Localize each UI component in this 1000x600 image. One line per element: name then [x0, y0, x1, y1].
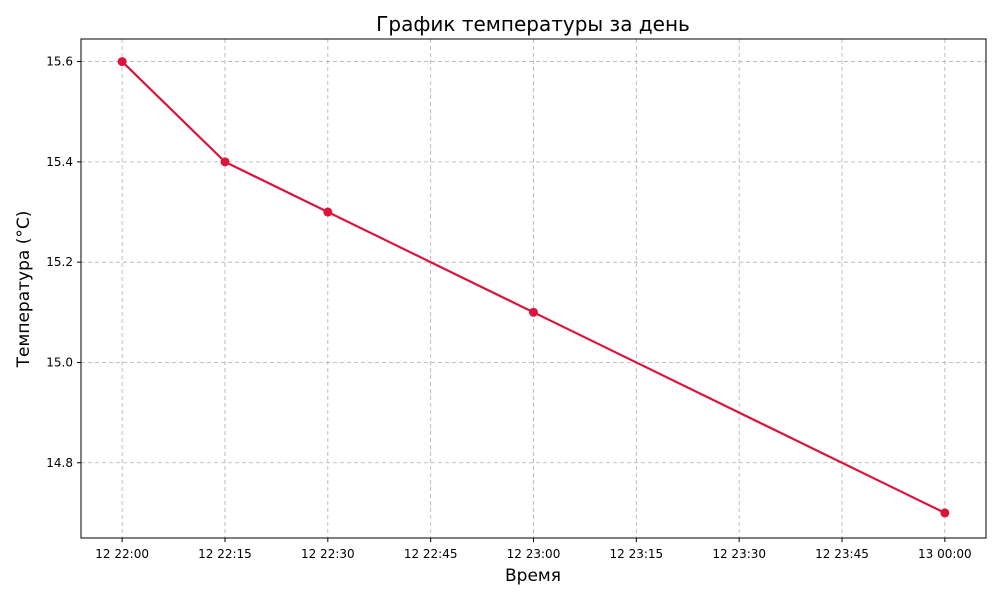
data-point [220, 157, 230, 167]
y-tick-label: 15.2 [46, 255, 73, 269]
x-tick-label: 12 23:00 [507, 547, 561, 561]
x-tick-label: 13 00:00 [918, 547, 972, 561]
x-tick-label: 12 22:00 [95, 547, 149, 561]
chart-title: График температуры за день [376, 12, 690, 36]
x-tick-label: 12 22:15 [198, 547, 252, 561]
y-tick-label: 14.8 [46, 456, 73, 470]
y-tick-label: 15.0 [46, 355, 73, 369]
data-point [117, 57, 127, 67]
data-series [117, 57, 950, 518]
grid-lines [81, 39, 986, 538]
data-point [940, 508, 950, 518]
data-point [529, 307, 538, 317]
x-tick-label: 12 23:45 [815, 547, 869, 561]
x-tick-label: 12 23:15 [610, 547, 664, 561]
x-axis-title: Время [505, 566, 561, 586]
y-tick-label: 15.6 [46, 55, 73, 69]
x-tick-label: 12 22:45 [404, 547, 458, 561]
axis-ticks: 12 22:00 12 22:15 12 22:30 12 22:45 12 23:00… [46, 55, 971, 561]
y-tick-label: 15.4 [46, 155, 73, 169]
x-tick-label: 12 23:30 [712, 547, 766, 561]
x-tick-label: 12 22:30 [301, 547, 355, 561]
data-point [323, 207, 333, 217]
y-axis-title: Температура (°C) [14, 211, 34, 369]
